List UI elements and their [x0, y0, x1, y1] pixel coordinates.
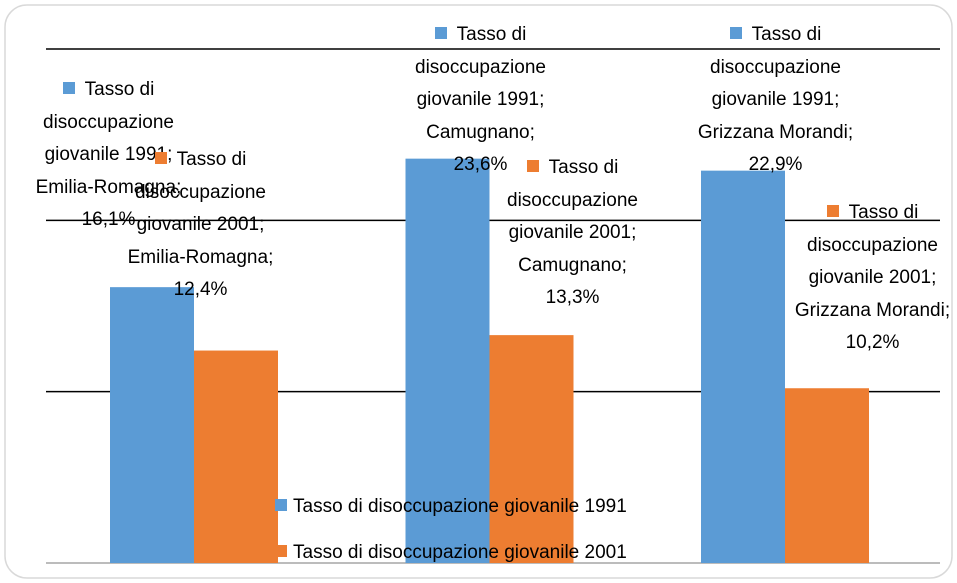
label-key — [434, 27, 447, 39]
bar — [110, 287, 194, 563]
bar — [489, 335, 574, 563]
data-label: Tasso di disoccupazione giovanile 2001; … — [118, 144, 283, 307]
data-label-text: Tasso di disoccupazione giovanile 1991; … — [35, 79, 182, 230]
legend-item: Tasso di disoccupazione giovanile 2001 — [275, 542, 627, 564]
legend-swatch — [275, 545, 287, 557]
bar — [405, 158, 490, 564]
legend-label: Tasso di disoccupazione giovanile 1991 — [293, 496, 627, 517]
data-label-text: Tasso di disoccupazione giovanile 1991; … — [697, 24, 854, 175]
data-label: Tasso di disoccupazione giovanile 1991; … — [693, 19, 858, 182]
data-label-text: Tasso di disoccupazione giovanile 1991; … — [415, 24, 546, 175]
legend-label: Tasso di disoccupazione giovanile 2001 — [293, 542, 627, 563]
data-label-text: Tasso di disoccupazione giovanile 2001; … — [507, 157, 638, 308]
bar — [701, 170, 785, 563]
bar — [785, 388, 869, 563]
label-key — [526, 160, 539, 172]
data-label-text: Tasso di disoccupazione giovanile 2001; … — [127, 149, 274, 300]
data-label: Tasso di disoccupazione giovanile 1991; … — [26, 74, 191, 237]
label-key — [154, 152, 167, 164]
legend-item: Tasso di disoccupazione giovanile 1991 — [275, 496, 627, 518]
data-label: Tasso di disoccupazione giovanile 1991; … — [398, 19, 563, 182]
legend-swatch — [275, 499, 287, 511]
label-key — [729, 27, 742, 39]
bar — [194, 350, 278, 563]
data-label: Tasso di disoccupazione giovanile 2001; … — [490, 152, 655, 315]
data-label: Tasso di disoccupazione giovanile 2001; … — [790, 197, 955, 360]
label-key — [62, 82, 75, 94]
label-key — [826, 205, 839, 217]
data-label-text: Tasso di disoccupazione giovanile 2001; … — [794, 202, 951, 353]
